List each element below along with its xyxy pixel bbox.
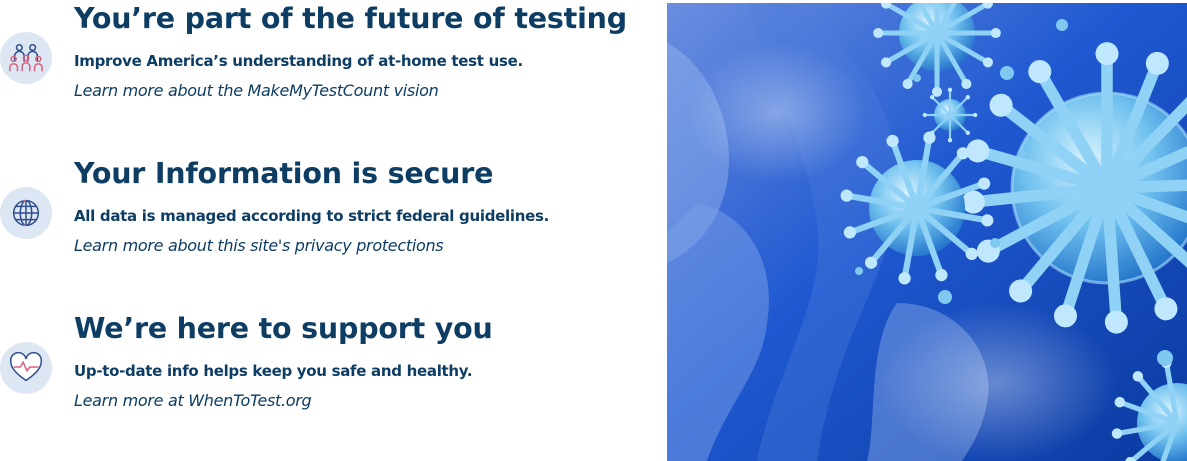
hero-image [667,3,1187,461]
feature-support: We’re here to support you Up-to-date inf… [0,310,660,430]
feature-description: All data is managed according to strict … [74,207,549,225]
feature-description: Up-to-date info helps keep you safe and … [74,362,473,380]
people-group-icon [0,32,52,84]
vision-link[interactable]: Learn more about the MakeMyTestCount vis… [74,81,439,100]
heart-pulse-icon [0,342,52,394]
virus-illustration-icon [667,3,1187,461]
globe-icon [0,187,52,239]
feature-description: Improve America’s understanding of at-ho… [74,52,523,70]
features-list: You’re part of the future of testing Imp… [0,0,660,430]
whentotest-link[interactable]: Learn more at WhenToTest.org [74,391,312,410]
feature-title: We’re here to support you [74,312,493,345]
feature-information-secure: Your Information is secure All data is m… [0,155,660,275]
privacy-link[interactable]: Learn more about this site's privacy pro… [74,236,444,255]
feature-title: Your Information is secure [74,157,494,190]
feature-title: You’re part of the future of testing [74,2,627,35]
feature-future-of-testing: You’re part of the future of testing Imp… [0,0,660,120]
